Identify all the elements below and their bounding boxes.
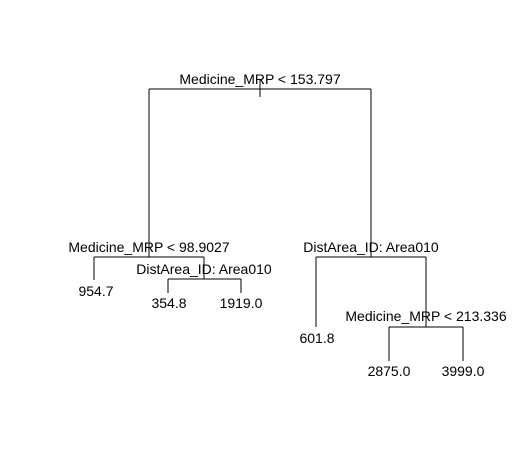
split-label-root: Medicine_MRP < 153.797 [179,71,340,87]
split-labels: Medicine_MRP < 153.797 Medicine_MRP < 98… [68,71,506,324]
split-label-left: Medicine_MRP < 98.9027 [68,239,229,255]
leaf-value-6: 3999.0 [442,363,485,379]
leaf-value-2: 354.8 [151,295,186,311]
tree-edges [93,80,464,361]
split-label-left-right: DistArea_ID: Area010 [136,261,272,277]
leaf-value-5: 2875.0 [368,363,411,379]
split-label-right: DistArea_ID: Area010 [303,239,439,255]
leaf-value-1: 954.7 [78,283,113,299]
leaf-value-3: 1919.0 [220,295,263,311]
leaf-values: 954.7 354.8 1919.0 601.8 2875.0 3999.0 [78,283,484,379]
leaf-value-4: 601.8 [299,330,334,346]
split-label-right-right: Medicine_MRP < 213.336 [345,308,506,324]
